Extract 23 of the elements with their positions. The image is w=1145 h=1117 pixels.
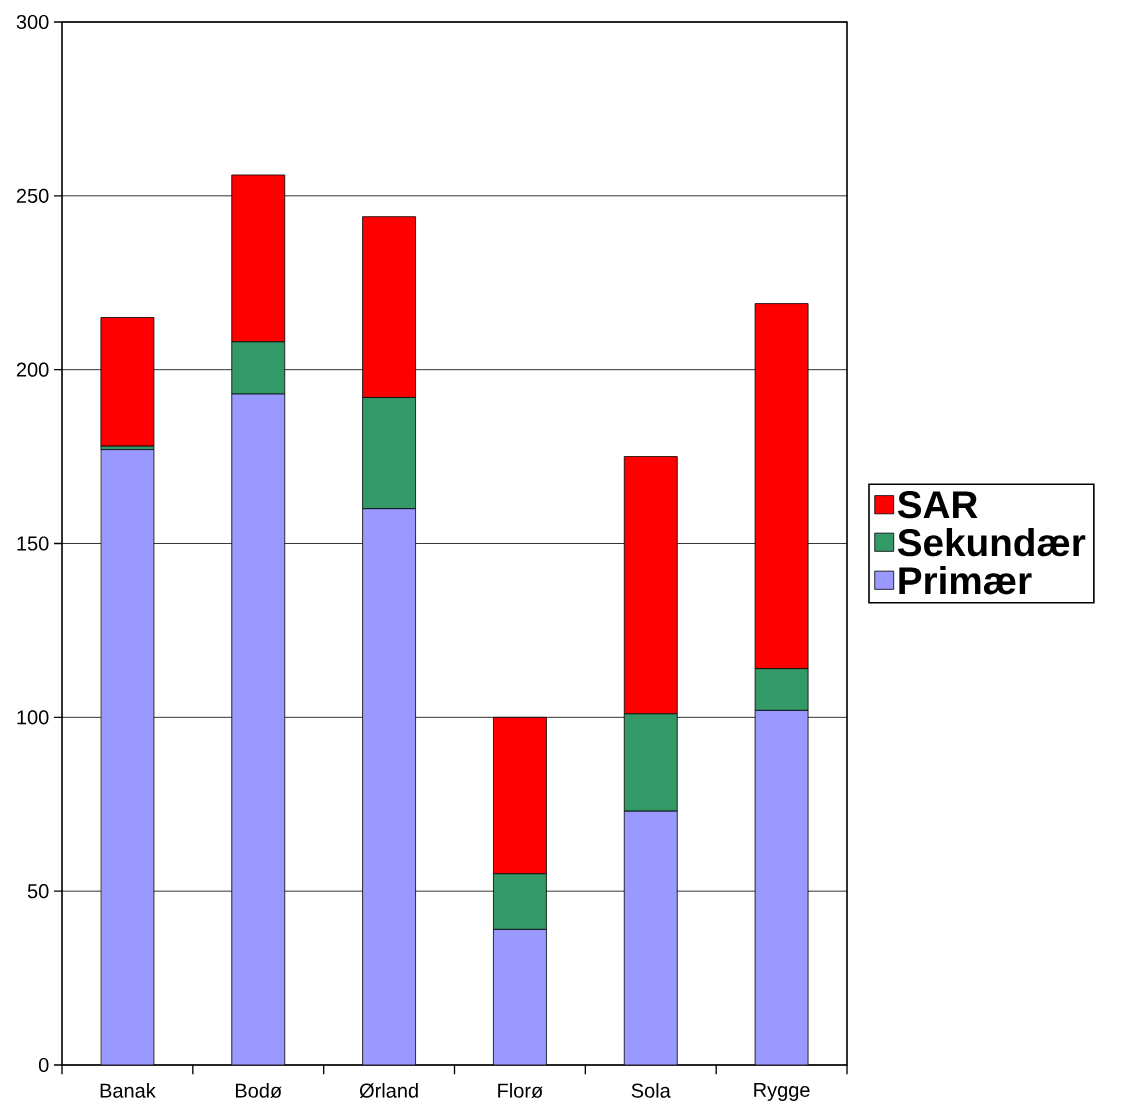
bar (754, 709, 809, 1065)
y-tick-label: 200 (16, 362, 49, 377)
legend-label: Primær (899, 565, 1032, 595)
bar (231, 393, 286, 1065)
x-tick-label: Ørland (359, 1083, 418, 1099)
legend-label: Sekundær (897, 527, 1086, 557)
legend-label: SAR (897, 490, 978, 519)
x-tick-label: Florø (498, 1083, 543, 1098)
y-tick-label: 100 (17, 710, 49, 725)
bar (100, 317, 155, 447)
y-tick-label: 150 (17, 536, 49, 551)
bar (493, 929, 547, 1065)
x-tick-label: Banak (100, 1083, 156, 1098)
y-tick-label: 250 (16, 188, 49, 203)
bar (100, 449, 155, 1065)
y-tick-label: 50 (27, 884, 49, 899)
y-tick-label: 0 (38, 1057, 49, 1073)
bar (623, 810, 678, 1065)
x-tick-label: Rygge (754, 1083, 810, 1101)
x-tick-label: Sola (631, 1083, 671, 1098)
y-tick-label: 300 (16, 14, 49, 30)
x-tick-label: Bodø (235, 1083, 282, 1098)
bar (362, 508, 416, 1065)
